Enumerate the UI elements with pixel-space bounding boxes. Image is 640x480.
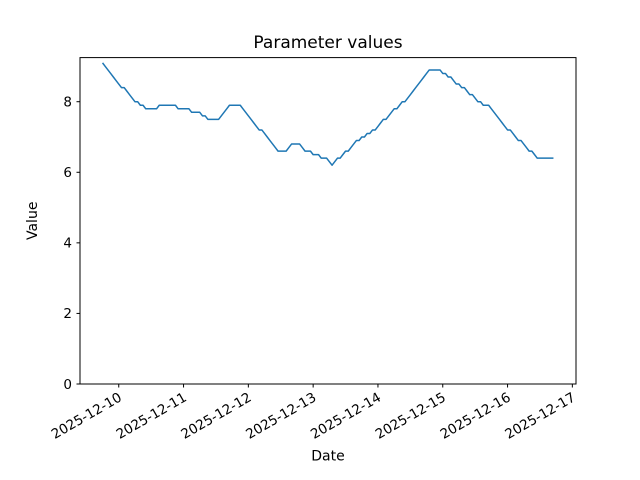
y-tick-label: 8 [63, 95, 72, 111]
x-tick-label: 2025-12-12 [178, 390, 254, 443]
x-tick-label: 2025-12-10 [49, 390, 125, 443]
x-tick-label: 2025-12-11 [114, 390, 190, 443]
y-tick-label: 6 [63, 165, 72, 181]
x-axis-label: Date [311, 449, 344, 465]
x-tick-label: 2025-12-13 [243, 390, 319, 443]
x-tick-label: 2025-12-15 [373, 390, 449, 443]
y-axis-label: Value [25, 202, 41, 240]
x-tick-label: 2025-12-16 [438, 390, 514, 443]
x-axis-ticks: 2025-12-102025-12-112025-12-122025-12-13… [49, 384, 578, 443]
y-axis-ticks: 0 2 4 6 8 [63, 95, 80, 393]
parameter-line-series [101, 62, 554, 166]
chart-title: Parameter values [253, 33, 402, 53]
y-tick-label: 0 [63, 377, 72, 393]
axes-frame [79, 57, 577, 385]
x-tick-label: 2025-12-14 [308, 390, 384, 443]
x-tick-label: 2025-12-17 [502, 390, 578, 443]
y-tick-label: 2 [63, 306, 72, 322]
y-tick-label: 4 [63, 236, 72, 252]
